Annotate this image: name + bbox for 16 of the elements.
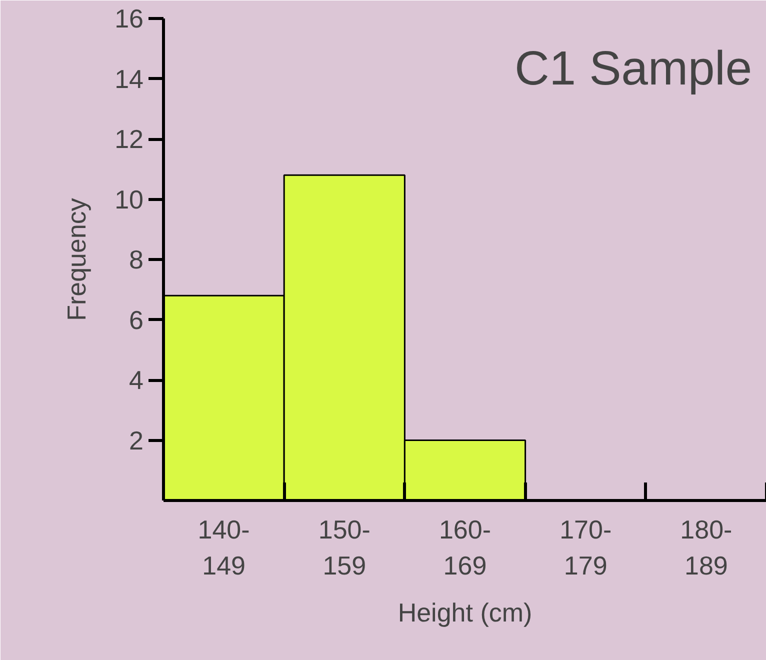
y-tick-label: 6 xyxy=(129,304,144,335)
y-tick-label: 12 xyxy=(114,124,144,154)
y-tick-label: 4 xyxy=(129,365,144,395)
y-tick-label: 16 xyxy=(114,4,144,34)
x-tick-label: 160- 169 xyxy=(438,514,492,580)
y-tick-label: 14 xyxy=(114,64,144,94)
text: C1 Sample xyxy=(514,42,752,96)
y-tick-label: 8 xyxy=(129,244,144,274)
x-tick-label: 150- 159 xyxy=(318,514,370,580)
x-tick-label: 140- 149 xyxy=(198,514,250,580)
y-tick-label: 10 xyxy=(114,184,144,214)
x-tick-label: 170- 179 xyxy=(560,514,612,580)
y-axis-title: Frequency xyxy=(62,198,92,321)
y-tick-label: 2 xyxy=(129,425,144,456)
x-axis-title: Height (cm) xyxy=(398,598,532,628)
x-tick-label: 180- 189 xyxy=(680,514,732,580)
